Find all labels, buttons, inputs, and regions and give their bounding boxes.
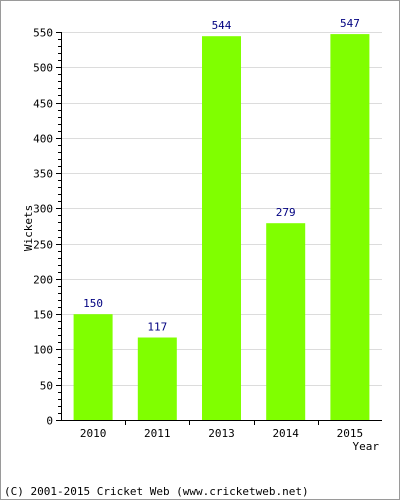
y-tick-label: 200 bbox=[33, 274, 53, 287]
bar-2011 bbox=[137, 337, 177, 420]
data-label: 544 bbox=[212, 19, 232, 32]
y-tick-label: 500 bbox=[33, 62, 53, 75]
bar-2013 bbox=[202, 36, 241, 420]
x-tick-label: 2010 bbox=[80, 427, 107, 440]
y-tick-label: 50 bbox=[40, 380, 53, 393]
y-tick-label: 400 bbox=[33, 133, 53, 146]
y-tick-label: 450 bbox=[33, 98, 53, 111]
x-tick-label: 2013 bbox=[208, 427, 235, 440]
y-tick-label: 100 bbox=[33, 344, 53, 357]
bars bbox=[73, 34, 370, 420]
y-axis-label: Wickets bbox=[22, 205, 35, 251]
x-axis-ticks: 2010 2011 2013 2014 2015 bbox=[80, 420, 363, 440]
x-tick-label: 2014 bbox=[272, 427, 299, 440]
y-tick-label: 300 bbox=[33, 203, 53, 216]
data-label: 547 bbox=[340, 17, 360, 30]
bar-2015 bbox=[330, 34, 370, 420]
y-tick-label: 0 bbox=[46, 415, 53, 428]
axes bbox=[61, 32, 382, 421]
data-label: 279 bbox=[276, 206, 296, 219]
data-labels: 150 117 544 279 547 bbox=[83, 17, 360, 333]
y-axis-ticks: 0 50 100 150 200 250 300 350 400 450 500 550 bbox=[33, 27, 61, 428]
footer-credit: (C) 2001-2015 Cricket Web (www.cricketwe… bbox=[4, 485, 309, 498]
bar-2014 bbox=[266, 223, 306, 420]
data-label: 150 bbox=[83, 297, 103, 310]
data-label: 117 bbox=[147, 321, 167, 334]
x-tick-label: 2011 bbox=[144, 427, 171, 440]
y-tick-label: 150 bbox=[33, 309, 53, 322]
bar-2010 bbox=[73, 314, 113, 420]
x-tick-label: 2015 bbox=[337, 427, 364, 440]
y-tick-label: 250 bbox=[33, 239, 53, 252]
y-tick-label: 550 bbox=[33, 27, 53, 40]
x-axis-label: Year bbox=[353, 440, 380, 453]
y-tick-label: 350 bbox=[33, 168, 53, 181]
